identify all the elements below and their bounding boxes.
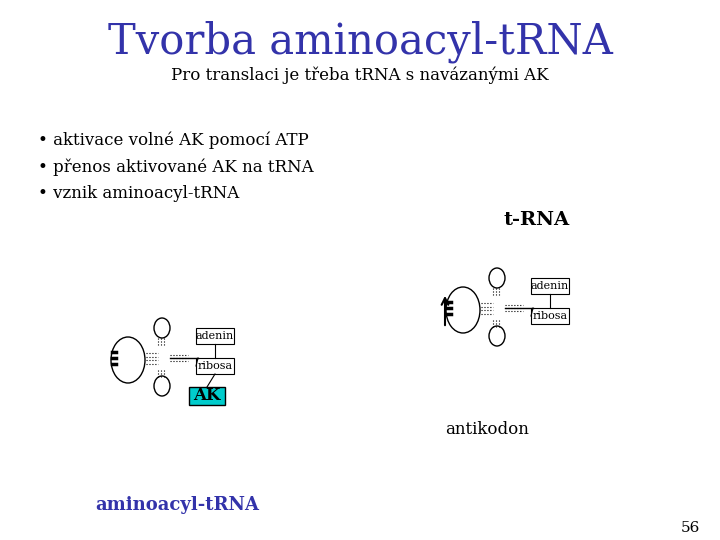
Text: t-RNA: t-RNA (504, 211, 570, 229)
Text: adenin: adenin (196, 331, 234, 341)
Text: ribosa: ribosa (197, 361, 233, 371)
Text: aminoacyl-tRNA: aminoacyl-tRNA (95, 496, 259, 514)
Text: antikodon: antikodon (445, 422, 529, 438)
Text: ribosa: ribosa (532, 311, 567, 321)
Text: • vznik aminoacyl-tRNA: • vznik aminoacyl-tRNA (38, 186, 239, 202)
Text: • přenos aktivované AK na tRNA: • přenos aktivované AK na tRNA (38, 158, 314, 176)
Text: adenin: adenin (531, 281, 569, 291)
Text: Pro translaci je třeba tRNA s navázanými AK: Pro translaci je třeba tRNA s navázanými… (171, 66, 549, 84)
Text: AK: AK (193, 388, 221, 404)
FancyBboxPatch shape (189, 387, 225, 405)
Text: Tvorba aminoacyl-tRNA: Tvorba aminoacyl-tRNA (107, 21, 613, 63)
Text: 56: 56 (680, 521, 700, 535)
Text: • aktivace volné AK pomocí ATP: • aktivace volné AK pomocí ATP (38, 131, 309, 148)
